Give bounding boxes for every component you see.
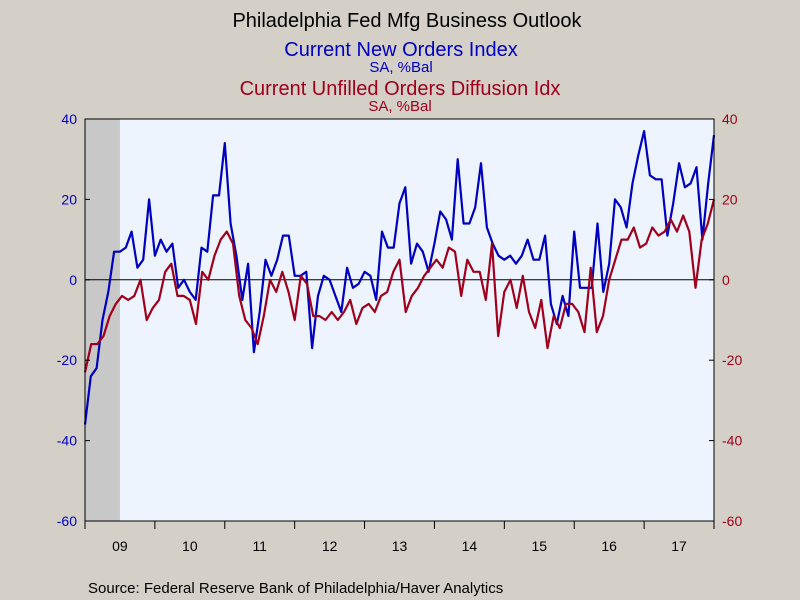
y-tick-label-right: 40 <box>722 111 738 127</box>
series-line-1 <box>83 130 716 425</box>
y-tick-label-right: -20 <box>722 352 742 368</box>
y-tick-label-left: -40 <box>57 433 77 449</box>
y-tick-label-left: -60 <box>57 513 77 529</box>
y-tick-label-left: -20 <box>57 352 77 368</box>
source-note: Source: Federal Reserve Bank of Philadel… <box>88 580 503 597</box>
x-tick-label: 09 <box>112 538 128 554</box>
y-tick-label-right: -60 <box>722 513 742 529</box>
x-tick-label: 10 <box>182 538 198 554</box>
series-line-2 <box>83 199 716 373</box>
x-tick-label: 14 <box>462 538 478 554</box>
x-tick-label: 17 <box>671 538 687 554</box>
x-tick-label: 15 <box>531 538 547 554</box>
series-1-units: SA, %Bal <box>369 59 432 76</box>
series-1-title: Current New Orders Index <box>284 39 517 61</box>
plot-frame <box>84 118 715 522</box>
x-tick-label: 16 <box>601 538 617 554</box>
x-tick-label: 13 <box>392 538 408 554</box>
x-tick-label: 12 <box>322 538 338 554</box>
series-2-units: SA, %Bal <box>368 98 431 115</box>
y-tick-label-right: -40 <box>722 433 742 449</box>
y-tick-label-left: 0 <box>69 272 77 288</box>
plot-area: 40 20 0 -20 -40 -60 40 20 0 -20 -40 -60 09 10 11 12 13 14… <box>57 111 743 554</box>
chart-title: Philadelphia Fed Mfg Business Outlook <box>232 10 582 32</box>
y-tick-label-right: 20 <box>722 191 738 207</box>
x-tick-label: 11 <box>252 538 267 554</box>
plot-background <box>85 119 714 521</box>
y-tick-label-left: 20 <box>61 191 77 207</box>
y-tick-label-left: 40 <box>61 111 77 127</box>
series-2-title: Current Unfilled Orders Diffusion Idx <box>240 78 561 100</box>
y-tick-label-right: 0 <box>722 272 730 288</box>
